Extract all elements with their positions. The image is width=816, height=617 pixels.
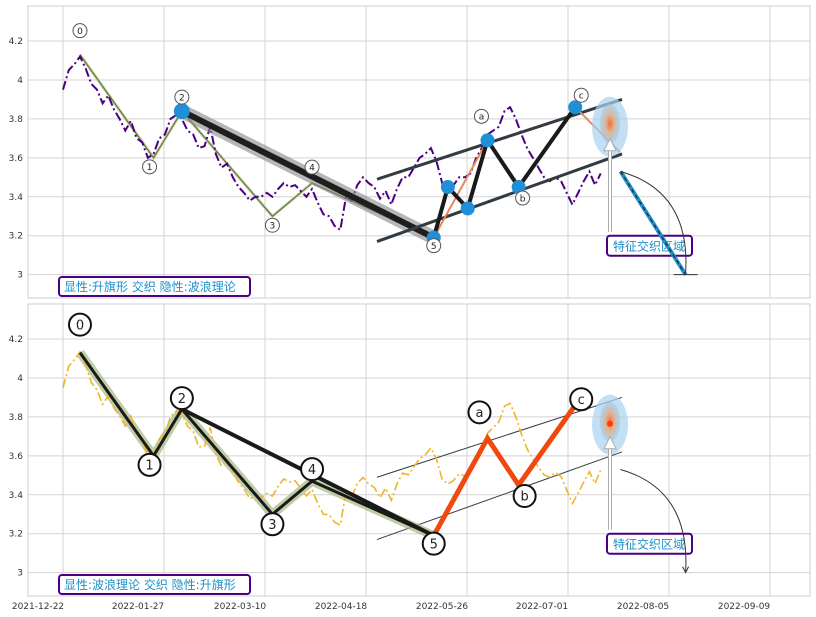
wave-point-marker (169, 386, 194, 411)
wave-point-marker (72, 23, 88, 39)
callout-arrowhead (603, 137, 617, 152)
callout-arrowhead (603, 435, 617, 450)
flag-point-marker (480, 133, 495, 148)
y-tick-label: 3.4 (9, 491, 24, 501)
price-series-line (62, 54, 602, 232)
flag-zigzag-line (431, 106, 577, 239)
wave-point-marker (174, 89, 190, 105)
projection-line-dash (620, 171, 687, 275)
legend-box (58, 574, 251, 595)
y-tick-label: 3.6 (9, 154, 24, 164)
wave-point-marker (67, 312, 92, 337)
x-tick-label: 2022-07-01 (516, 602, 568, 612)
x-tick-label: 2022-04-18 (315, 602, 368, 612)
wave-impulse-line (78, 351, 435, 538)
x-tick-label: 2022-03-10 (214, 602, 267, 612)
wave-point-label: 3 (270, 221, 276, 231)
corrective-wave-line (431, 403, 578, 537)
wave-point-label: 0 (76, 318, 84, 333)
y-tick-label: 3 (17, 569, 23, 579)
wave-point-marker (137, 452, 162, 477)
projection-arc (620, 170, 687, 273)
y-tick-label: 4 (17, 76, 23, 86)
flag-point-marker (568, 100, 583, 115)
wave-point-label: 5 (431, 242, 437, 252)
wave-point-marker (573, 87, 589, 103)
flag-point-marker (511, 180, 526, 195)
y-tick-label: 4.2 (9, 335, 23, 345)
wave-point-label: 4 (309, 163, 315, 173)
wave-point-marker (426, 238, 442, 254)
wave-point-label: a (479, 113, 485, 123)
wave-point-marker (512, 484, 537, 509)
wave-point-label: 1 (147, 163, 153, 173)
wave-point-label: 2 (179, 93, 185, 103)
y-tick-label: 3 (17, 271, 23, 281)
flag-point-marker (460, 201, 475, 216)
y-tick-label: 3.6 (9, 452, 24, 462)
wave-a-trend-line (432, 139, 489, 239)
wave-point-label: b (520, 194, 526, 204)
flag-point-marker (173, 103, 190, 120)
wave-point-marker (260, 512, 285, 537)
bottom-chart-panel: 3 3.2 3.4 3.6 3.8 4 4.2 特征交织区域 0 1 2 3 4 5 a b c 显性:波浪理论 … (9, 303, 811, 597)
intersection-core (600, 103, 620, 144)
callout-label: 特征交织区域 (613, 537, 685, 552)
wave-point-marker (300, 457, 325, 482)
x-tick-label: 2022-09-09 (718, 602, 771, 612)
flagpole-line (180, 108, 436, 241)
legend-box (58, 276, 251, 297)
y-tick-label: 3.8 (9, 115, 24, 125)
y-tick-label: 4 (17, 374, 23, 384)
wave-point-label: 3 (268, 518, 276, 533)
legend-box-label: 显性:升旗形 交织 隐性:波浪理论 (64, 279, 236, 294)
y-tick-label: 3.2 (9, 232, 23, 242)
flag-lower-trendline (376, 152, 623, 243)
intersection-center-point (607, 420, 613, 427)
wave-point-label: b (520, 490, 528, 505)
x-axis: 2021-12-22 2022-01-27 2022-03-10 2022-04-18… (12, 602, 771, 612)
wave-point-label: 5 (430, 537, 438, 552)
x-tick-label: 2021-12-22 (12, 602, 64, 612)
projection-arc (620, 468, 687, 573)
wave-point-marker (474, 108, 489, 124)
projection-arrowhead (682, 566, 690, 574)
wave-point-label: 1 (145, 459, 153, 474)
legend-box-label: 显性:波浪理论 交织 隐性:升旗形 (64, 577, 236, 592)
wave-point-marker (304, 159, 320, 175)
wave-point-marker (142, 159, 158, 175)
callout-label: 特征交织区域 (613, 239, 685, 254)
y-tick-label: 4.2 (9, 37, 23, 47)
wave-point-marker (569, 387, 594, 412)
y-tick-label: 3.4 (9, 193, 24, 203)
wave-point-label: 2 (178, 392, 186, 407)
top-chart-panel: 3 3.2 3.4 3.6 3.8 4 4.2 特征交织区域 0 1 2 3 4 5 a b c 显性:升旗形 交… (9, 5, 811, 299)
wave-point-marker (467, 400, 492, 425)
wave-point-label: a (476, 406, 484, 421)
x-tick-label: 2022-08-05 (617, 602, 669, 612)
y-tick-label: 3.8 (9, 413, 24, 423)
y-tick-label: 3.2 (9, 530, 23, 540)
wave-point-marker (421, 531, 446, 556)
wave-point-label: 4 (308, 463, 316, 478)
wave-point-marker (264, 217, 280, 233)
wave-point-label: c (578, 393, 585, 408)
wave-point-label: 0 (77, 27, 83, 37)
callout-box (606, 532, 693, 555)
flag-point-marker (440, 180, 455, 195)
x-tick-label: 2022-05-26 (416, 602, 469, 612)
wave-point-label: c (579, 91, 584, 101)
wave-point-marker (515, 190, 531, 206)
x-tick-label: 2022-01-27 (112, 602, 164, 612)
